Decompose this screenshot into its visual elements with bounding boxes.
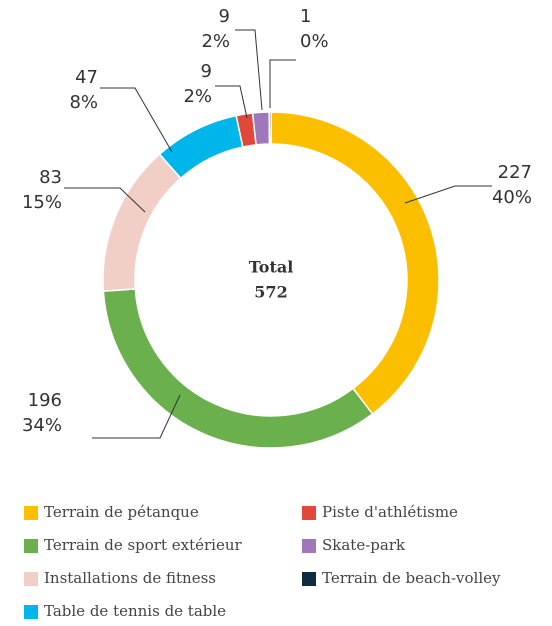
donut-slice: [268, 111, 272, 145]
percent-label: 15%: [22, 192, 62, 213]
percent-label: 2%: [183, 86, 212, 107]
value-label: 9: [219, 6, 230, 27]
leader-line: [404, 185, 492, 204]
donut-slice: [102, 153, 182, 292]
leader-line: [92, 394, 181, 439]
legend-label: Terrain de pétanque: [44, 503, 199, 521]
total-value: 572: [254, 283, 287, 302]
donut-slice: [158, 114, 244, 180]
leader-line: [64, 187, 146, 213]
legend-label: Terrain de sport extérieur: [44, 536, 243, 554]
value-label: 83: [39, 167, 62, 188]
legend-label: Skate-park: [322, 536, 406, 554]
donut-slice: [102, 288, 374, 449]
leader-line: [100, 87, 173, 153]
legend-label: Terrain de beach-volley: [322, 569, 501, 587]
legend-label: Installations de fitness: [44, 569, 216, 587]
total-label: Total: [249, 258, 294, 277]
percent-label: 0%: [300, 31, 329, 52]
value-label: 47: [75, 67, 98, 88]
percent-label: 2%: [201, 31, 230, 52]
legend-swatch: [302, 572, 316, 586]
percent-label: 34%: [22, 415, 62, 436]
legend-swatch: [302, 539, 316, 553]
percent-label: 40%: [492, 187, 532, 208]
leader-line: [235, 29, 263, 111]
donut-slice: [270, 111, 440, 415]
value-label: 227: [498, 162, 532, 183]
percent-label: 8%: [69, 92, 98, 113]
donut-slice: [251, 111, 271, 146]
legend-swatch: [24, 506, 38, 520]
value-label: 1: [300, 6, 311, 27]
legend-swatch: [24, 572, 38, 586]
legend-label: Piste d'athlétisme: [322, 503, 458, 521]
leader-line: [269, 59, 296, 108]
legend-label: Table de tennis de table: [44, 602, 226, 620]
leader-line: [215, 85, 248, 119]
legend-swatch: [302, 506, 316, 520]
legend-swatch: [24, 539, 38, 553]
value-label: 196: [28, 390, 62, 411]
value-label: 9: [201, 61, 212, 82]
legend-swatch: [24, 605, 38, 619]
